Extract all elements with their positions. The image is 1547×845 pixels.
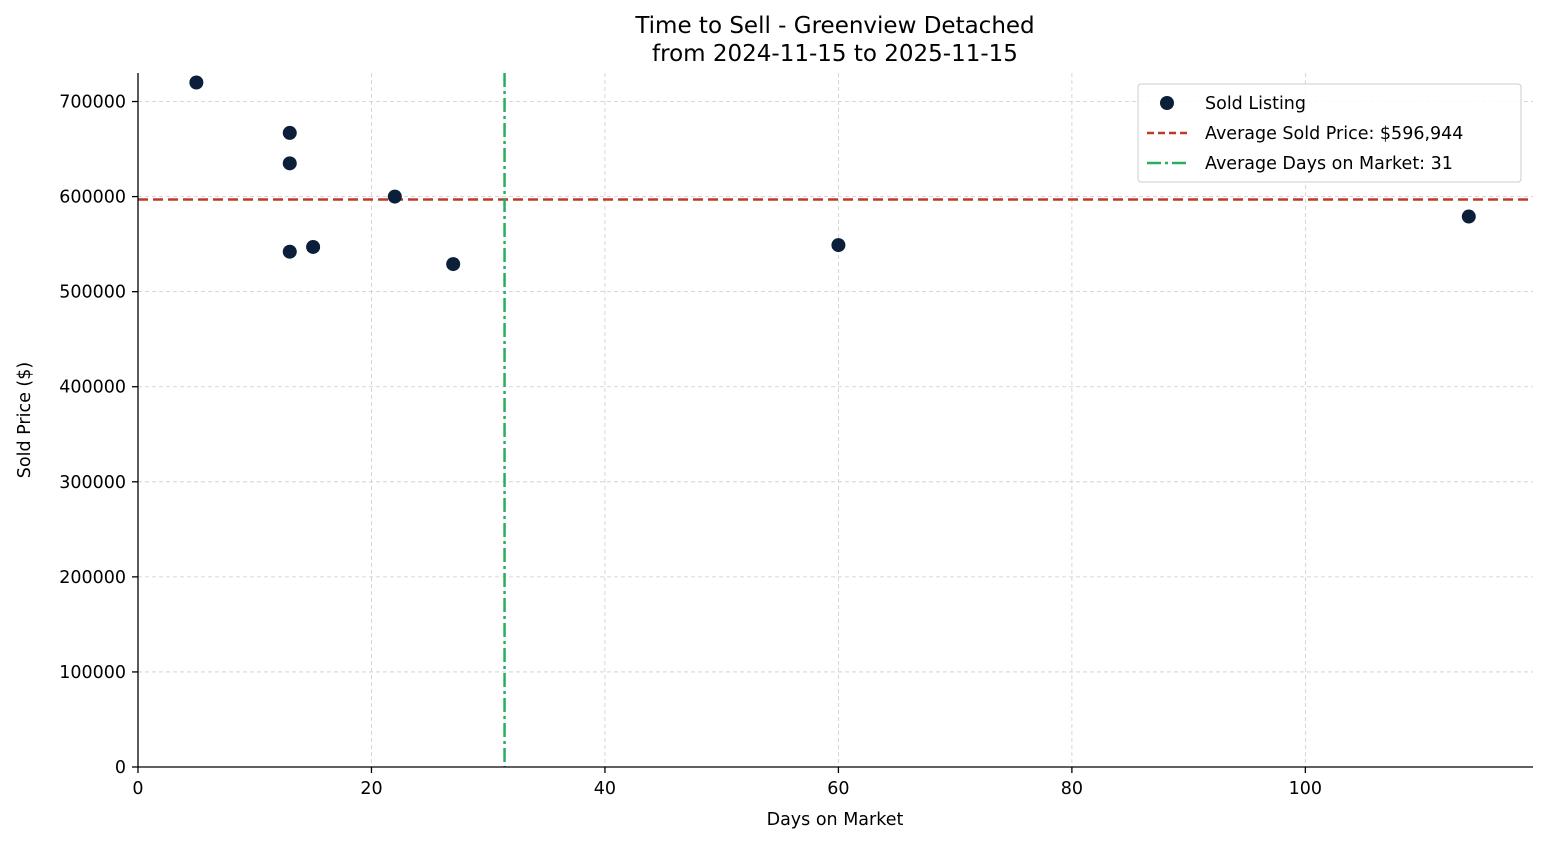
sold-listing-point — [282, 125, 297, 140]
sold-listing-point — [387, 189, 402, 204]
data-points — [189, 75, 1476, 272]
sold-listing-point — [282, 156, 297, 171]
axes — [137, 73, 1533, 768]
legend-marker-sold-listing — [1160, 96, 1174, 110]
grid-layer — [138, 73, 1533, 767]
x-tick-label: 100 — [1289, 779, 1322, 799]
reference-lines — [138, 73, 1533, 767]
sold-listing-point — [831, 238, 846, 253]
sold-listing-point — [306, 239, 321, 254]
y-tick-label: 100000 — [59, 663, 126, 683]
x-tick-label: 20 — [360, 779, 382, 799]
legend-frame — [1137, 83, 1522, 183]
sold-listing-point — [446, 257, 461, 272]
y-ticks: 0 100000 200000 300000 400000 500000 600000 700… — [59, 93, 138, 778]
y-tick-label: 0 — [115, 758, 126, 778]
y-tick-label: 600000 — [59, 188, 126, 208]
y-tick-label: 300000 — [59, 473, 126, 493]
chart-title-line-2: from 2024-11-15 to 2025-11-15 — [652, 41, 1018, 67]
y-axis-label: Sold Price ($) — [15, 362, 35, 478]
x-tick-label: 0 — [132, 779, 143, 799]
sold-listing-point — [282, 244, 297, 259]
y-tick-label: 200000 — [59, 568, 126, 588]
x-tick-label: 60 — [827, 779, 849, 799]
x-ticks: 0 20 40 60 80 100 — [132, 767, 1322, 799]
x-tick-label: 40 — [594, 779, 616, 799]
sold-listing-point — [189, 75, 204, 90]
chart-title-line-1: Time to Sell - Greenview Detached — [634, 13, 1034, 39]
y-tick-label: 400000 — [59, 378, 126, 398]
x-axis-label: Days on Market — [767, 810, 904, 830]
legend-label-average-price: Average Sold Price: $596,944 — [1205, 124, 1463, 144]
sold-listing-point — [1461, 209, 1476, 224]
x-tick-label: 80 — [1061, 779, 1083, 799]
y-tick-label: 700000 — [59, 93, 126, 113]
legend-label-average-days: Average Days on Market: 31 — [1205, 154, 1453, 174]
legend: Sold Listing Average Sold Price: $596,94… — [1137, 83, 1522, 183]
y-tick-label: 500000 — [59, 283, 126, 303]
legend-label-sold-listing: Sold Listing — [1205, 94, 1306, 114]
